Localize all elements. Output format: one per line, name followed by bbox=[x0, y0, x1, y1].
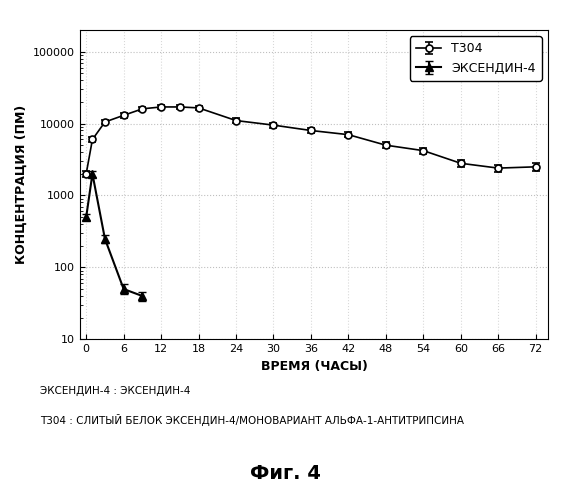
Text: Т304 : СЛИТЫЙ БЕЛОК ЭКСЕНДИН-4/МОНОВАРИАНТ АЛЬФА-1-АНТИТРИПСИНА: Т304 : СЛИТЫЙ БЕЛОК ЭКСЕНДИН-4/МОНОВАРИА… bbox=[40, 414, 464, 426]
Text: Фиг. 4: Фиг. 4 bbox=[250, 464, 321, 483]
Text: ЭКСЕНДИН-4 : ЭКСЕНДИН-4: ЭКСЕНДИН-4 : ЭКСЕНДИН-4 bbox=[40, 386, 190, 396]
Y-axis label: КОНЦЕНТРАЦИЯ (ПМ): КОНЦЕНТРАЦИЯ (ПМ) bbox=[14, 105, 27, 264]
X-axis label: ВРЕМЯ (ЧАСЫ): ВРЕМЯ (ЧАСЫ) bbox=[260, 360, 368, 373]
Legend: Т304, ЭКСЕНДИН-4: Т304, ЭКСЕНДИН-4 bbox=[410, 36, 542, 81]
